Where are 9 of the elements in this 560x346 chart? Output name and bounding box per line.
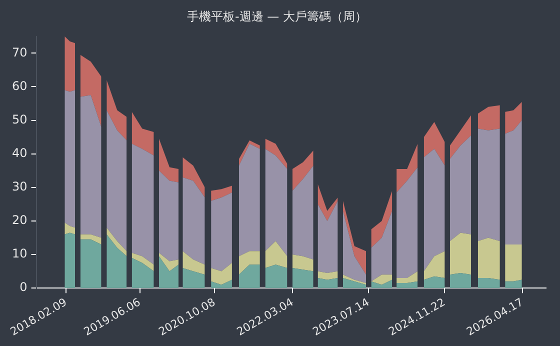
- y-tick-label: 60: [12, 78, 28, 93]
- y-tick-label: 70: [12, 45, 28, 60]
- y-tick-label: 20: [12, 213, 28, 228]
- y-tick-label: 40: [12, 146, 28, 160]
- y-tick-label: 50: [12, 112, 28, 126]
- y-tick-label: 0: [20, 280, 28, 294]
- y-tick-label: 30: [12, 180, 28, 194]
- chart-title: 手機平板-週邊 — 大戶籌碼（周）: [187, 9, 367, 24]
- y-tick-label: 10: [12, 246, 28, 261]
